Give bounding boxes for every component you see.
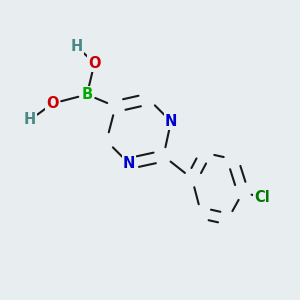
Text: N: N [165,114,177,129]
Text: H: H [24,112,36,128]
Text: N: N [123,156,135,171]
Text: B: B [81,87,93,102]
Text: Cl: Cl [255,190,270,206]
Text: O: O [88,56,101,70]
Text: O: O [46,96,59,111]
Text: H: H [70,39,83,54]
